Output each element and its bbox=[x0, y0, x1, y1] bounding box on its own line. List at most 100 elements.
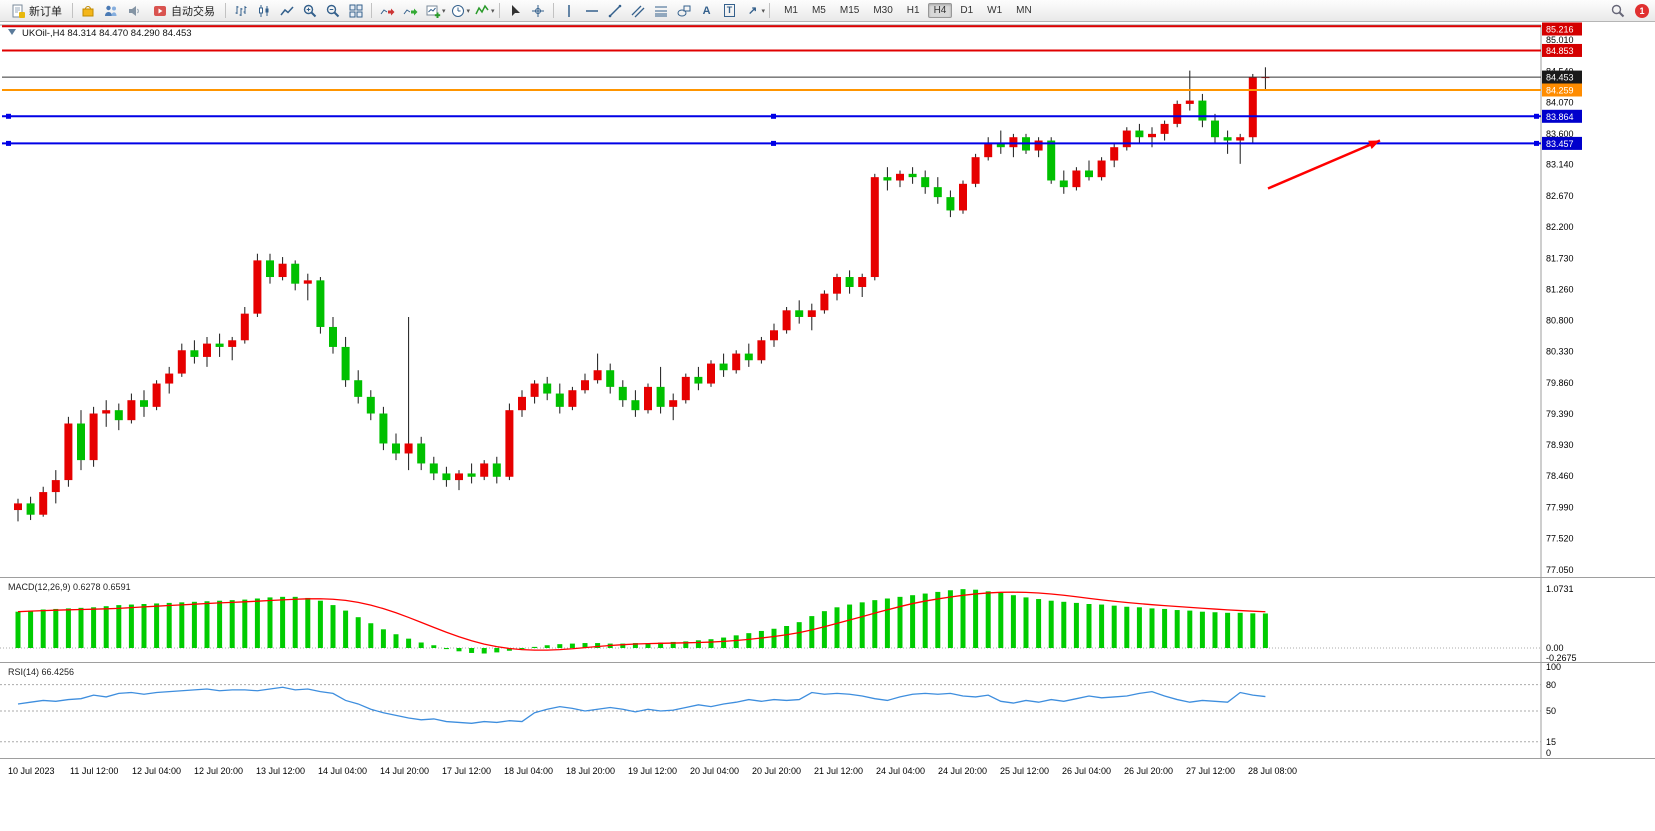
market-icon[interactable] bbox=[77, 2, 99, 20]
macd-bar bbox=[15, 611, 21, 648]
candle bbox=[253, 260, 262, 314]
cursor-icon[interactable] bbox=[504, 2, 526, 20]
candlestick-chart-icon[interactable] bbox=[253, 2, 275, 20]
notification-badge[interactable]: 1 bbox=[1635, 3, 1649, 18]
separator bbox=[371, 3, 372, 18]
text-label-icon[interactable]: T bbox=[719, 2, 741, 20]
candle bbox=[64, 423, 73, 481]
indicators-icon[interactable] bbox=[471, 2, 493, 20]
candle bbox=[1059, 180, 1068, 188]
macd-bar bbox=[1250, 613, 1256, 648]
line-handle[interactable] bbox=[6, 140, 11, 146]
bars-chart-icon[interactable] bbox=[230, 2, 252, 20]
macd-bar bbox=[305, 597, 311, 648]
timeframe-H4[interactable]: H4 bbox=[927, 3, 953, 18]
macd-bar bbox=[847, 604, 853, 648]
line-handle[interactable] bbox=[1534, 113, 1539, 119]
trendline-icon[interactable] bbox=[604, 2, 626, 20]
candle bbox=[39, 492, 48, 515]
line-chart-icon[interactable] bbox=[276, 2, 298, 20]
macd-bar bbox=[960, 589, 966, 648]
new-chart-icon[interactable] bbox=[422, 2, 444, 20]
macd-bar bbox=[910, 595, 916, 648]
timeframe-MN[interactable]: MN bbox=[1016, 5, 1032, 16]
svg-text:85.010: 85.010 bbox=[1546, 35, 1574, 45]
svg-text:77.990: 77.990 bbox=[1546, 502, 1574, 512]
candle bbox=[392, 443, 400, 454]
macd-bar bbox=[494, 648, 500, 653]
macd-bar bbox=[40, 609, 46, 648]
line-handle[interactable] bbox=[6, 113, 11, 119]
line-handle[interactable] bbox=[771, 113, 776, 119]
candle bbox=[316, 280, 325, 327]
macd-bar bbox=[809, 616, 815, 648]
macd-bar bbox=[746, 633, 752, 648]
candle bbox=[1173, 103, 1182, 124]
timeframe-D1[interactable]: D1 bbox=[960, 5, 974, 16]
candle bbox=[732, 353, 741, 371]
macd-bar bbox=[784, 626, 790, 648]
crosshair-icon[interactable] bbox=[527, 2, 549, 20]
timeframe-M1[interactable]: M1 bbox=[784, 5, 798, 16]
svg-text:78.930: 78.930 bbox=[1546, 440, 1574, 450]
candle bbox=[757, 340, 766, 361]
timeframe-M15[interactable]: M15 bbox=[839, 5, 860, 16]
periods-clock-icon[interactable] bbox=[447, 2, 469, 20]
autoscroll-icon[interactable] bbox=[399, 2, 421, 20]
shift-chart-icon[interactable] bbox=[376, 2, 398, 20]
text-icon[interactable]: A bbox=[702, 4, 711, 17]
candle bbox=[1085, 170, 1093, 178]
new-order-button[interactable]: 新订单 bbox=[4, 2, 68, 20]
macd-bar bbox=[859, 602, 865, 648]
candle bbox=[719, 363, 728, 371]
arrows-icon[interactable]: ↗ bbox=[747, 5, 758, 17]
dropdown-caret-icon[interactable]: ▾ bbox=[761, 7, 766, 15]
timeframe-W1[interactable]: W1 bbox=[987, 5, 1003, 16]
dropdown-caret-icon[interactable]: ▾ bbox=[491, 7, 495, 15]
shapes-icon[interactable] bbox=[673, 2, 695, 20]
candle bbox=[1198, 100, 1207, 121]
svg-text:77.520: 77.520 bbox=[1546, 534, 1574, 544]
zoom-out-icon[interactable] bbox=[322, 2, 344, 20]
tile-windows-icon[interactable] bbox=[345, 2, 367, 20]
time-label: 14 Jul 04:00 bbox=[318, 766, 367, 776]
candle bbox=[417, 443, 426, 464]
macd-bar bbox=[947, 590, 953, 648]
vertical-line-icon[interactable] bbox=[558, 2, 580, 20]
time-label: 14 Jul 20:00 bbox=[380, 766, 429, 776]
fibonacci-icon[interactable] bbox=[650, 2, 672, 20]
macd-bar bbox=[544, 645, 550, 648]
chart-canvas[interactable]: 85.01084.54084.07083.60083.14082.67082.2… bbox=[0, 22, 1655, 831]
chart-menu-triangle-icon[interactable] bbox=[8, 29, 16, 35]
macd-bar bbox=[343, 610, 349, 648]
signals-icon[interactable] bbox=[100, 2, 122, 20]
macd-bar bbox=[645, 643, 651, 648]
candle bbox=[140, 400, 148, 407]
macd-bar bbox=[1162, 608, 1168, 648]
dropdown-caret-icon[interactable]: ▾ bbox=[442, 7, 446, 15]
news-icon[interactable] bbox=[123, 2, 145, 20]
candle bbox=[782, 310, 791, 331]
dropdown-caret-icon[interactable]: ▾ bbox=[466, 7, 471, 15]
timeframe-H1[interactable]: H1 bbox=[906, 5, 920, 16]
line-handle[interactable] bbox=[771, 140, 776, 146]
rsi-axis-label: 100 bbox=[1546, 662, 1561, 672]
algo-trading-button[interactable]: 自动交易 bbox=[146, 2, 221, 20]
time-label: 10 Jul 2023 bbox=[8, 766, 55, 776]
timeframe-M5[interactable]: M5 bbox=[811, 5, 826, 16]
candle bbox=[354, 380, 363, 397]
symbol-ohlc-header: UKOil-,H4 84.314 84.470 84.290 84.453 bbox=[22, 28, 192, 39]
search-icon[interactable] bbox=[1607, 2, 1629, 20]
trend-arrow[interactable] bbox=[1267, 139, 1381, 190]
zoom-in-icon[interactable] bbox=[299, 2, 321, 20]
candle bbox=[1047, 140, 1056, 181]
candle bbox=[543, 383, 552, 394]
channel-icon[interactable] bbox=[627, 2, 649, 20]
timeframe-M30[interactable]: M30 bbox=[873, 5, 893, 16]
time-label: 20 Jul 04:00 bbox=[690, 766, 739, 776]
candle bbox=[366, 396, 375, 414]
candle bbox=[644, 386, 652, 411]
line-handle[interactable] bbox=[1534, 140, 1539, 146]
price-badge-label: 84.259 bbox=[1546, 86, 1574, 96]
horizontal-line-icon[interactable] bbox=[581, 2, 603, 20]
